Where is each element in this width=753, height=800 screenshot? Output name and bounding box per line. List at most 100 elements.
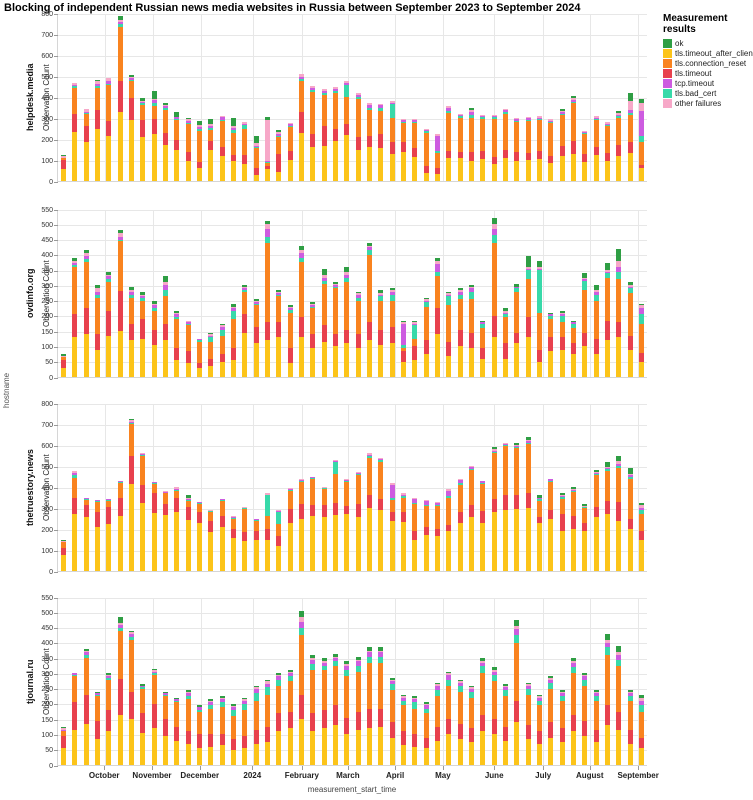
stacked-bar[interactable] <box>344 81 350 181</box>
stacked-bar[interactable] <box>72 257 78 377</box>
stacked-bar[interactable] <box>400 694 406 765</box>
stacked-bar[interactable] <box>231 118 237 181</box>
stacked-bar[interactable] <box>231 303 237 377</box>
stacked-bar[interactable] <box>117 616 123 765</box>
stacked-bar[interactable] <box>299 245 305 377</box>
stacked-bar[interactable] <box>582 673 588 765</box>
stacked-bar[interactable] <box>355 656 361 765</box>
stacked-bar[interactable] <box>582 273 588 377</box>
stacked-bar[interactable] <box>72 673 78 765</box>
stacked-bar[interactable] <box>491 114 497 181</box>
stacked-bar[interactable] <box>185 118 191 181</box>
stacked-bar[interactable] <box>253 135 259 181</box>
stacked-bar[interactable] <box>61 354 67 377</box>
stacked-bar[interactable] <box>559 690 565 765</box>
stacked-bar[interactable] <box>400 320 406 377</box>
stacked-bar[interactable] <box>570 320 576 377</box>
stacked-bar[interactable] <box>117 230 123 377</box>
stacked-bar[interactable] <box>570 96 576 181</box>
stacked-bar[interactable] <box>616 455 622 571</box>
stacked-bar[interactable] <box>423 702 429 765</box>
stacked-bar[interactable] <box>265 679 271 765</box>
stacked-bar[interactable] <box>106 78 112 181</box>
stacked-bar[interactable] <box>457 113 463 181</box>
stacked-bar[interactable] <box>140 684 146 765</box>
stacked-bar[interactable] <box>548 676 554 765</box>
stacked-bar[interactable] <box>72 471 78 571</box>
stacked-bar[interactable] <box>468 285 474 377</box>
stacked-bar[interactable] <box>61 726 67 765</box>
stacked-bar[interactable] <box>197 705 203 765</box>
stacked-bar[interactable] <box>83 649 89 765</box>
stacked-bar[interactable] <box>604 633 610 765</box>
stacked-bar[interactable] <box>514 619 520 765</box>
stacked-bar[interactable] <box>185 690 191 765</box>
stacked-bar[interactable] <box>174 311 180 377</box>
stacked-bar[interactable] <box>106 498 112 571</box>
stacked-bar[interactable] <box>83 497 89 571</box>
stacked-bar[interactable] <box>536 694 542 765</box>
stacked-bar[interactable] <box>106 271 112 377</box>
stacked-bar[interactable] <box>480 114 486 181</box>
stacked-bar[interactable] <box>548 119 554 181</box>
stacked-bar[interactable] <box>344 661 350 765</box>
stacked-bar[interactable] <box>140 98 146 181</box>
stacked-bar[interactable] <box>468 685 474 765</box>
stacked-bar[interactable] <box>344 267 350 377</box>
stacked-bar[interactable] <box>333 459 338 571</box>
stacked-bar[interactable] <box>536 115 542 181</box>
stacked-bar[interactable] <box>627 282 633 377</box>
stacked-bar[interactable] <box>333 282 338 377</box>
stacked-bar[interactable] <box>514 283 520 377</box>
stacked-bar[interactable] <box>378 647 384 765</box>
stacked-bar[interactable] <box>525 117 531 181</box>
stacked-bar[interactable] <box>536 261 542 377</box>
stacked-bar[interactable] <box>502 308 508 377</box>
stacked-bar[interactable] <box>559 108 565 181</box>
stacked-bar[interactable] <box>525 436 531 571</box>
stacked-bar[interactable] <box>208 332 214 377</box>
stacked-bar[interactable] <box>355 472 361 571</box>
stacked-bar[interactable] <box>366 103 372 181</box>
stacked-bar[interactable] <box>95 691 101 765</box>
stacked-bar[interactable] <box>310 655 316 765</box>
stacked-bar[interactable] <box>151 668 157 765</box>
stacked-bar[interactable] <box>117 480 123 571</box>
stacked-bar[interactable] <box>321 487 327 571</box>
stacked-bar[interactable] <box>219 498 225 571</box>
legend-item-other failures[interactable]: other failures <box>663 99 753 108</box>
stacked-bar[interactable] <box>412 497 418 571</box>
stacked-bar[interactable] <box>468 466 474 571</box>
stacked-bar[interactable] <box>491 667 497 765</box>
stacked-bar[interactable] <box>344 478 350 571</box>
stacked-bar[interactable] <box>163 691 169 765</box>
stacked-bar[interactable] <box>514 118 520 181</box>
stacked-bar[interactable] <box>129 418 135 571</box>
stacked-bar[interactable] <box>491 447 497 571</box>
stacked-bar[interactable] <box>412 696 418 765</box>
stacked-bar[interactable] <box>434 257 440 377</box>
stacked-bar[interactable] <box>140 291 146 377</box>
stacked-bar[interactable] <box>378 104 384 181</box>
stacked-bar[interactable] <box>242 122 248 181</box>
stacked-bar[interactable] <box>287 305 293 377</box>
stacked-bar[interactable] <box>502 108 508 181</box>
stacked-bar[interactable] <box>83 250 89 377</box>
stacked-bar[interactable] <box>604 122 610 181</box>
stacked-bar[interactable] <box>310 85 316 181</box>
stacked-bar[interactable] <box>468 107 474 181</box>
stacked-bar[interactable] <box>582 503 588 571</box>
stacked-bar[interactable] <box>616 645 622 765</box>
stacked-bar[interactable] <box>83 108 89 181</box>
stacked-bar[interactable] <box>287 670 293 765</box>
stacked-bar[interactable] <box>627 468 633 571</box>
stacked-bar[interactable] <box>72 83 78 181</box>
stacked-bar[interactable] <box>95 80 101 181</box>
stacked-bar[interactable] <box>638 303 644 377</box>
stacked-bar[interactable] <box>129 75 135 181</box>
stacked-bar[interactable] <box>480 320 486 377</box>
stacked-bar[interactable] <box>299 610 305 765</box>
stacked-bar[interactable] <box>276 510 282 571</box>
stacked-bar[interactable] <box>174 487 180 571</box>
stacked-bar[interactable] <box>389 678 395 765</box>
